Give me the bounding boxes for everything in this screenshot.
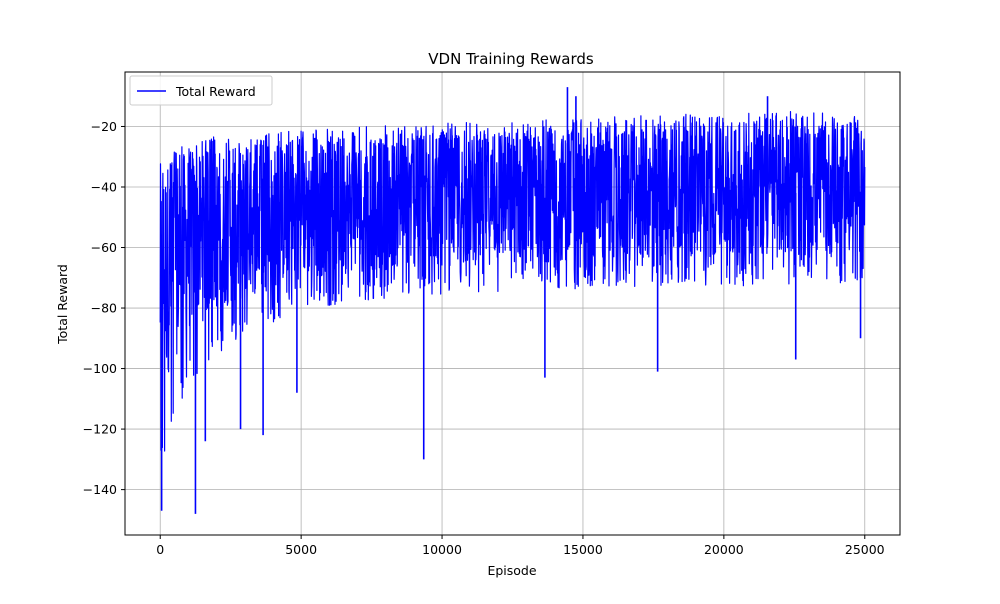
x-tick-label: 20000: [704, 542, 744, 557]
plot-area: [159, 87, 866, 514]
x-tick-label: 15000: [563, 542, 603, 557]
series-line-total-reward: [159, 111, 866, 452]
x-tick-label: 25000: [845, 542, 885, 557]
legend: Total Reward: [129, 75, 273, 106]
y-tick-label: −80: [91, 301, 117, 316]
x-tick-label: 10000: [422, 542, 462, 557]
y-tick-label: −140: [83, 482, 117, 497]
y-tick-label: −120: [83, 422, 117, 437]
chart-title: VDN Training Rewards: [428, 50, 594, 68]
x-tick-label: 5000: [285, 542, 317, 557]
axes: 0 5000 10000 15000 20000 25000 −140 −120 −100 −80…: [83, 71, 901, 557]
axes-frame: [124, 71, 901, 536]
x-axis-label: Episode: [487, 563, 536, 578]
y-axis-label: Total Reward: [55, 264, 70, 345]
y-tick-label: −40: [91, 179, 117, 194]
legend-entry-total-reward: Total Reward: [175, 84, 256, 99]
x-tick-label: 0: [156, 542, 164, 557]
y-tick-label: −100: [83, 361, 117, 376]
legend-box: [129, 75, 273, 106]
y-tick-label: −60: [91, 240, 117, 255]
y-tick-label: −20: [91, 119, 117, 134]
